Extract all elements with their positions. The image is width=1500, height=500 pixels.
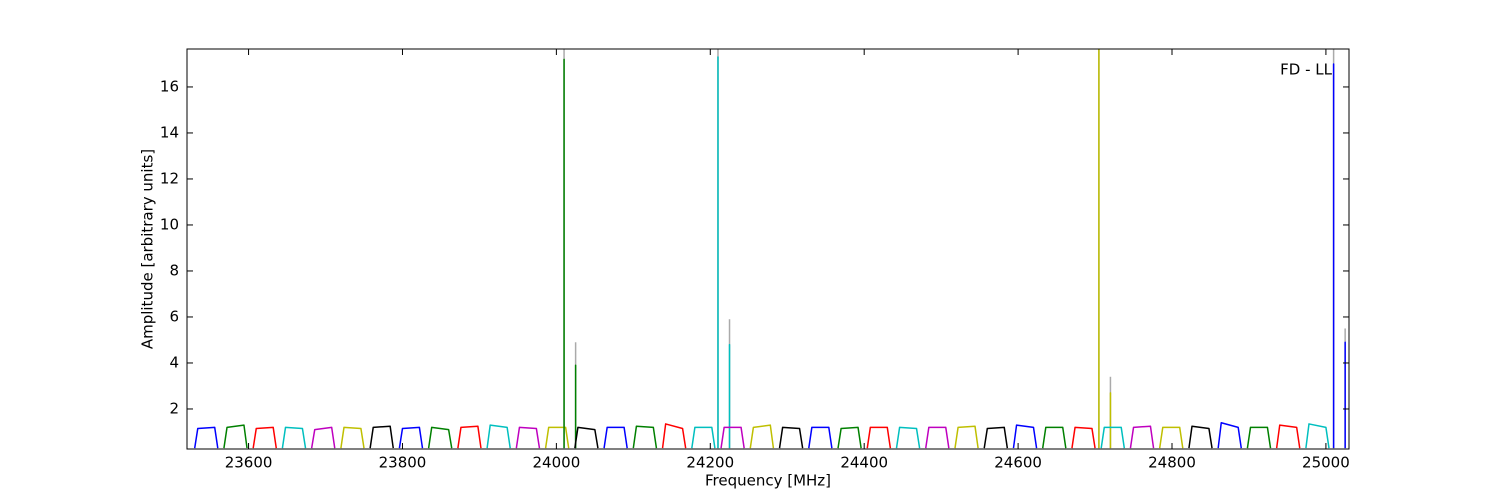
y-tick-label: 16 <box>160 77 179 95</box>
spectrum-line <box>544 426 570 449</box>
spectrum-line <box>661 423 687 449</box>
spectrum-line <box>1041 426 1067 449</box>
x-axis-label: Frequency [MHz] <box>705 472 831 490</box>
spectrum-line <box>1188 425 1213 449</box>
spectrum-line <box>808 426 833 449</box>
spectrum-line <box>778 426 804 449</box>
spectrum-line <box>954 425 979 449</box>
spectrum-line <box>427 426 453 449</box>
spectrum-line <box>457 425 482 449</box>
x-tick-label: 24000 <box>533 454 581 472</box>
spectrum-line <box>1158 426 1184 449</box>
y-tick-label: 4 <box>169 353 179 371</box>
spectrum-line <box>574 426 599 449</box>
spectrum-line <box>252 426 278 449</box>
spectrum-line <box>486 424 511 449</box>
spectrum-line <box>691 426 716 449</box>
spectrum-line <box>369 425 394 449</box>
spectrum-line <box>603 426 628 449</box>
spectrum-line <box>1100 426 1126 449</box>
y-tick-label: 2 <box>169 399 179 417</box>
x-tick-label: 24800 <box>1148 454 1196 472</box>
spectrum-line <box>1129 425 1155 449</box>
y-tick-label: 8 <box>169 261 179 279</box>
y-tick-label: 12 <box>160 169 179 187</box>
spectrum-line <box>632 425 658 449</box>
spectrum-line <box>837 426 862 449</box>
spectrum-line <box>223 424 248 449</box>
x-tick-label: 23600 <box>225 454 273 472</box>
spectrum-line <box>310 426 336 449</box>
axes-frame <box>186 48 1350 450</box>
spectrum-line <box>340 426 365 449</box>
x-tick-label: 25000 <box>1302 454 1350 472</box>
spectrum-line <box>866 426 892 449</box>
spectrum-line <box>1305 423 1330 449</box>
spectrum-line <box>193 426 219 449</box>
x-tick-label: 24600 <box>994 454 1042 472</box>
spectrum-line <box>398 426 424 449</box>
plot-area <box>193 49 1346 449</box>
y-tick-label: 6 <box>169 307 179 325</box>
x-tick-label: 24400 <box>840 454 888 472</box>
spectrum-line <box>1012 424 1038 449</box>
spectrum-line <box>515 426 541 449</box>
spectrum-line <box>1275 424 1301 449</box>
spectrum-line <box>983 426 1009 449</box>
annotation: FD - LL <box>1280 61 1332 79</box>
x-tick-label: 24200 <box>686 454 734 472</box>
spectrum-line <box>925 426 950 449</box>
y-axis-label: Amplitude [arbitrary units] <box>139 149 157 349</box>
y-tick-label: 14 <box>160 123 179 141</box>
x-tick-label: 23800 <box>379 454 427 472</box>
spectrum-line <box>720 426 745 449</box>
spectrum-line <box>895 426 921 449</box>
spectrum-line <box>749 424 775 449</box>
y-tick-label: 10 <box>160 215 179 233</box>
spectrum-line <box>1246 426 1272 449</box>
spectrum-line <box>1071 426 1096 449</box>
spectrum-line <box>1217 422 1243 449</box>
spectrum-line <box>281 426 307 449</box>
